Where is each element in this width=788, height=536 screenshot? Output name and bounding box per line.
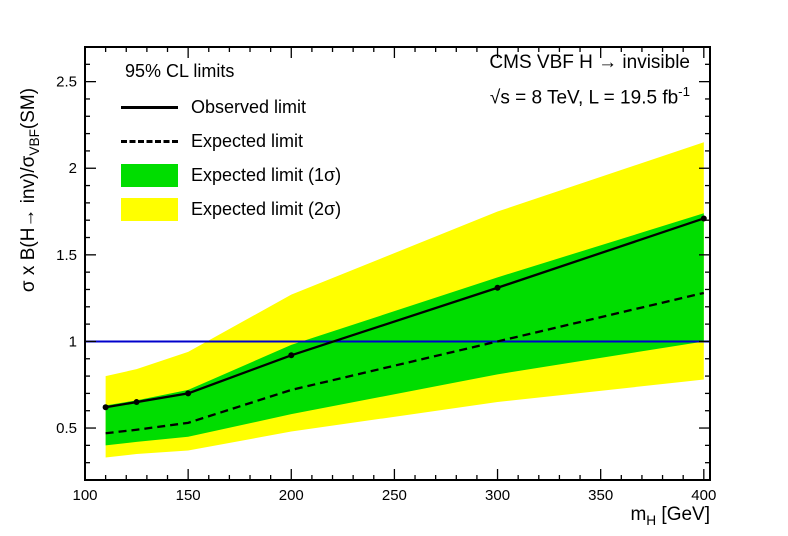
- expected-line-swatch: [121, 139, 178, 143]
- plot-header: CMS VBF H → invisible √s = 8 TeV, L = 19…: [489, 52, 690, 109]
- observed-line-swatch: [121, 105, 178, 109]
- x-axis-title-main: m: [630, 504, 647, 525]
- x-axis-title: mH [GeV]: [630, 504, 710, 528]
- plot-subtitle: √s = 8 TeV, L = 19.5 fb-1: [489, 84, 690, 109]
- y-axis-title-sub: VBF: [26, 129, 42, 156]
- observed-limit-marker: [133, 399, 140, 406]
- y-tick-label: 1.5: [56, 247, 77, 264]
- band-2sigma-swatch: [121, 197, 178, 221]
- y-axis-title: σ x B(H→ inv)/σVBF(SM): [18, 88, 42, 292]
- legend-item-2sigma: Expected limit (2σ): [121, 192, 341, 226]
- x-axis-title-suffix: [GeV]: [656, 504, 710, 525]
- x-tick-label: 250: [382, 487, 407, 504]
- plot-subtitle-main: √s = 8 TeV, L = 19.5 fb: [489, 87, 679, 109]
- y-axis-title-suffix: (SM): [18, 87, 40, 130]
- observed-limit-marker: [102, 404, 109, 411]
- plot-title: CMS VBF H → invisible: [489, 52, 690, 73]
- y-tick-label: 2.5: [56, 74, 77, 91]
- legend-item-expected: Expected limit: [121, 124, 341, 158]
- observed-limit-marker: [185, 390, 192, 397]
- observed-limit-line: [105, 217, 705, 409]
- x-tick-label: 350: [588, 487, 613, 504]
- x-tick-label: 400: [691, 487, 716, 504]
- expected-limit-line: [105, 291, 705, 435]
- plot-frame: [84, 46, 711, 481]
- legend-heading: 95% CL limits: [125, 61, 235, 81]
- legend-item-1sigma: Expected limit (1σ): [121, 158, 341, 192]
- y-tick-label: 1: [69, 333, 77, 350]
- legend-label-expected: Expected limit: [191, 130, 304, 151]
- x-tick-label: 300: [485, 487, 510, 504]
- x-tick-label: 150: [176, 487, 201, 504]
- x-tick-label: 200: [279, 487, 304, 504]
- band-1sigma-swatch: [121, 163, 178, 187]
- y-tick-label: 0.5: [56, 420, 77, 437]
- plot-subtitle-superscript: -1: [678, 84, 690, 99]
- legend-label-observed: Observed limit: [191, 96, 307, 117]
- x-tick-label: 100: [72, 487, 97, 504]
- legend: 95% CL limits Observed limit Expected li…: [121, 56, 341, 226]
- y-tick-label: 2: [69, 160, 77, 177]
- legend-item-observed: Observed limit: [121, 90, 341, 124]
- y-axis-title-main: σ x B(H→ inv)/σ: [18, 155, 40, 293]
- x-axis-title-sub: H: [646, 512, 657, 528]
- legend-label-1sigma: Expected limit (1σ): [191, 164, 342, 185]
- legend-label-2sigma: Expected limit (2σ): [191, 198, 342, 219]
- observed-limit-marker: [288, 352, 295, 359]
- expected-1sigma-band: [105, 213, 704, 446]
- observed-limit-marker: [494, 284, 501, 291]
